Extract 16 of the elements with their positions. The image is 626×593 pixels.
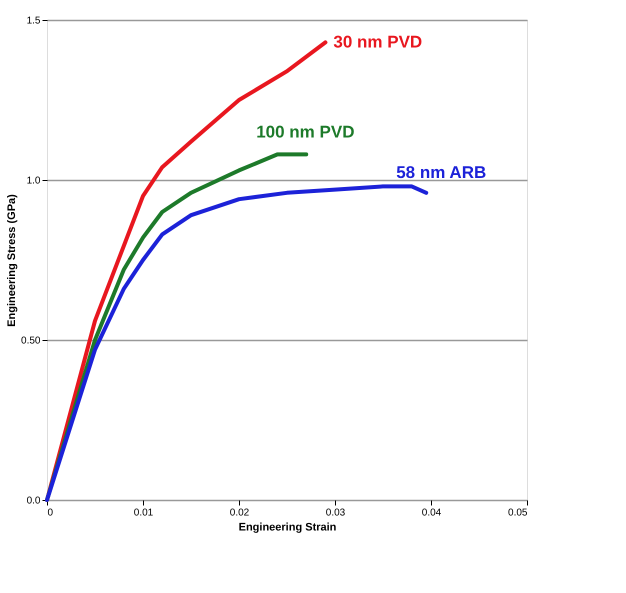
x-tick-label: 0.01 bbox=[134, 508, 154, 518]
x-axis-title: Engineering Strain bbox=[238, 522, 337, 534]
series-label: 100 nm PVD bbox=[256, 122, 354, 142]
x-tick-label: 0.03 bbox=[326, 508, 346, 518]
series-label: 30 nm PVD bbox=[333, 32, 422, 52]
x-tick-label: 0.05 bbox=[508, 508, 528, 518]
line-series bbox=[45, 184, 428, 502]
x-tick-label: 0.02 bbox=[230, 508, 250, 518]
y-tick-label: 0.0 bbox=[26, 496, 41, 506]
y-tick-label: 1.0 bbox=[26, 176, 41, 186]
series-label: 58 nm ARB bbox=[396, 162, 486, 182]
x-tick-label: 0.04 bbox=[422, 508, 442, 518]
y-axis-title: Engineering Stress (GPa) bbox=[6, 194, 18, 327]
y-tick-label: 0.50 bbox=[21, 336, 41, 346]
y-tick-label: 1.5 bbox=[26, 16, 41, 26]
x-tick-label: 0 bbox=[48, 508, 54, 518]
